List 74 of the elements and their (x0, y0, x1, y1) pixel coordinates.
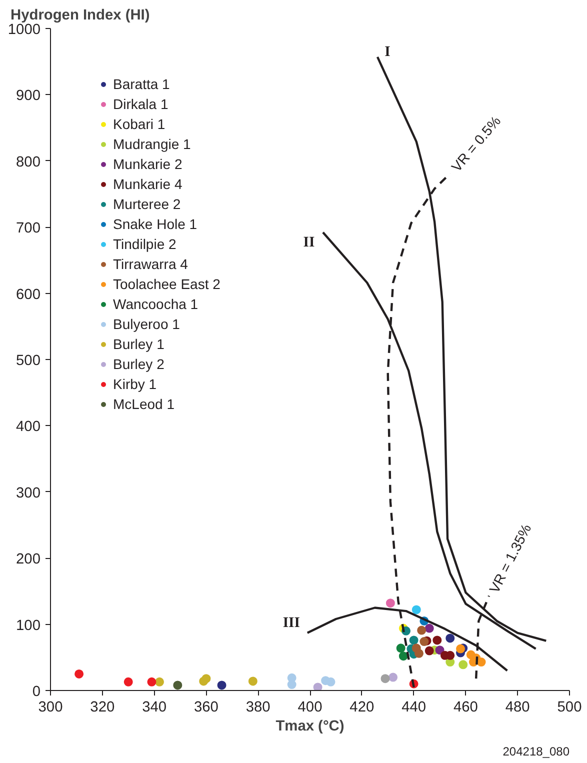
legend-label: Kobari 1 (113, 116, 166, 132)
text: 204218_080 (502, 744, 570, 758)
legend-label: Mudrangie 1 (113, 136, 191, 152)
series-label: III (282, 614, 300, 631)
point (398, 652, 408, 661)
legend-label: Munkarie 2 (113, 156, 182, 172)
point (396, 644, 406, 653)
x-tick-label: 480 (505, 700, 530, 716)
y-tick-label: 400 (16, 419, 41, 436)
y-tick-label: 600 (16, 286, 41, 303)
y-tick-label: 700 (16, 220, 41, 237)
point (74, 669, 84, 678)
legend-label: Bulyeroo 1 (113, 316, 180, 332)
point (424, 624, 434, 633)
point (326, 677, 336, 686)
legend-label: Burley 2 (113, 356, 164, 372)
point (386, 598, 395, 608)
point (432, 636, 442, 645)
point (388, 672, 398, 682)
y-tick-label: 800 (16, 154, 41, 170)
point (147, 677, 156, 686)
legend-label: McLeod 1 (113, 396, 174, 412)
legend-label: Munkarie 4 (113, 176, 182, 192)
y-tick-label: 500 (16, 353, 41, 369)
point (202, 674, 211, 684)
x-axis-title: Tmax (°C) (276, 718, 344, 734)
x-tick-label: 340 (142, 700, 167, 716)
x-tick-label: 380 (246, 700, 270, 716)
point (446, 634, 455, 643)
point (458, 660, 468, 670)
point (173, 680, 182, 690)
legend-label: Tirrawarra 4 (113, 256, 188, 272)
legend-label: Snake Hole 1 (113, 216, 198, 232)
point (412, 605, 421, 614)
y-tick-label: 900 (16, 88, 41, 104)
legend-label: Tindilpie 2 (113, 236, 176, 252)
point (417, 626, 426, 635)
point (424, 646, 434, 656)
x-tick-label: 440 (402, 700, 426, 716)
x-tick-label: 400 (298, 700, 322, 716)
y-axis-title: Hydrogen Index (HI) (10, 8, 150, 24)
point (380, 674, 390, 684)
x-tick-label: 320 (90, 700, 115, 716)
y-tick-label: 300 (16, 485, 41, 502)
x-tick-label: 300 (38, 700, 63, 716)
point (248, 676, 258, 686)
point (124, 677, 133, 686)
point (217, 680, 226, 690)
point (287, 680, 296, 690)
legend-label: Wancoocha 1 (113, 296, 198, 312)
point (409, 636, 418, 645)
legend-label: Dirkala 1 (113, 96, 168, 112)
legend-label: Kirby 1 (113, 376, 157, 392)
legend-label: Baratta 1 (113, 76, 170, 92)
point (476, 658, 486, 667)
legend-label: Murteree 2 (113, 196, 181, 212)
series-label: I (384, 44, 391, 60)
point (420, 637, 429, 646)
x-tick-label: 500 (557, 700, 582, 716)
point (435, 646, 444, 655)
y-tick-label: 1000 (8, 22, 41, 38)
y-tick-label: 200 (16, 552, 41, 568)
legend-label: Burley 1 (113, 336, 164, 352)
point (154, 677, 164, 686)
point (456, 644, 466, 654)
x-tick-label: 360 (194, 700, 218, 716)
x-tick-label: 460 (453, 700, 478, 716)
y-tick-label: 100 (16, 618, 41, 634)
point (313, 682, 322, 690)
legend-label: Toolachee East 2 (113, 276, 220, 292)
series-label: II (303, 234, 315, 250)
y-tick-label: 0 (32, 684, 41, 700)
point (414, 648, 424, 658)
x-tick-label: 420 (350, 700, 374, 716)
